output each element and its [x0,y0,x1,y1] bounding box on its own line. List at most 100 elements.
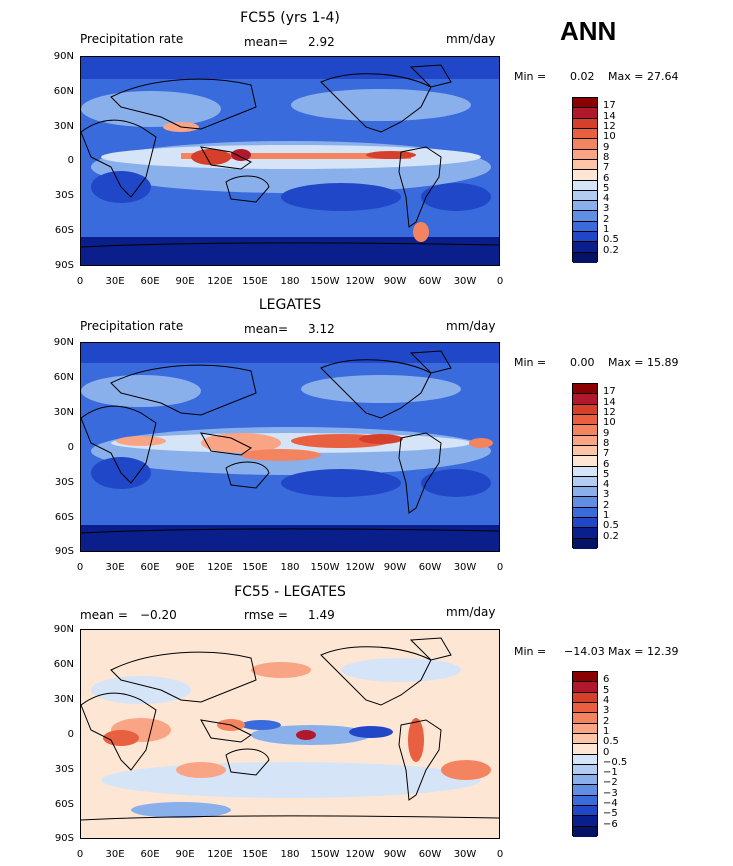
lon-tick: 90E [175,276,195,287]
colorbar-label: −3 [603,787,618,799]
lon-tick: 30W [453,562,477,573]
colorbar-swatch [573,425,597,436]
colorbar-label: 0.2 [603,530,619,542]
colorbar-label: 8 [603,151,610,163]
mean-value: 2.92 [308,35,335,49]
lon-tick: 120W [345,562,375,573]
colorbar-swatch [573,149,597,160]
precip-map [80,56,500,266]
rmse-value: 1.49 [308,608,335,622]
lat-tick: 30S [54,764,74,775]
lon-tick: 180 [280,276,300,287]
lat-tick: 0 [67,155,74,166]
colorbar-swatch [573,221,597,233]
colorbar-label: 6 [603,458,610,470]
colorbar-swatch [573,180,597,191]
colorbar-swatch [573,713,597,724]
lon-tick: 180 [280,562,300,573]
colorbar-swatch [573,744,597,755]
colorbar-label: 4 [603,479,610,491]
max-value: 12.39 [647,645,679,658]
colorbar-swatch [573,170,597,181]
lat-tick: 0 [67,729,74,740]
colorbar-swatch [573,242,597,253]
max-value: 27.64 [647,70,679,83]
colorbar-label: −1 [603,767,618,779]
lon-tick: 180 [280,849,300,860]
variable-label: Precipitation rate [80,32,184,46]
min-value: −14.03 [564,645,605,658]
lon-tick: 30E [105,276,125,287]
colorbar-label: 9 [603,427,610,439]
lat-tick: 30S [54,477,74,488]
colorbar-label: 10 [603,131,616,143]
colorbar-swatch [573,456,597,467]
colorbar-swatch [573,394,597,405]
mean-label: mean= [244,322,289,336]
colorbar-label: 0.5 [603,736,619,748]
colorbar-label: 5 [603,182,610,194]
lon-tick: 90E [175,849,195,860]
lat-tick: 60N [53,659,74,670]
colorbar-swatch [573,404,597,415]
lon-tick: 150E [242,276,268,287]
lon-tick: 90W [383,276,407,287]
panel-title: FC55 - LEGATES [234,584,346,600]
lon-tick: 120E [207,276,233,287]
colorbar-swatch [573,528,597,539]
units-label: mm/day [446,32,496,46]
colorbar-swatch [573,723,597,734]
colorbar-swatch [573,384,597,395]
colorbar-label: −2 [603,777,618,789]
lon-tick: 0 [76,276,84,287]
lat-tick: 60N [53,372,74,383]
lon-tick: 120W [345,849,375,860]
colorbar-swatch [573,98,597,109]
colorbar-swatch [573,754,597,765]
colorbar-swatch [573,252,597,263]
lon-tick: 120E [207,849,233,860]
colorbar-swatch [573,201,597,212]
colorbar-label: 6 [603,172,610,184]
colorbar-label: 3 [603,705,610,717]
lon-tick: 150W [310,276,340,287]
colorbar-swatch [573,702,597,714]
lon-tick: 90W [383,562,407,573]
colorbar-label: 0 [603,746,610,758]
colorbar-swatch [573,682,597,693]
colorbar-label: 1 [603,725,610,737]
lon-tick: 150W [310,849,340,860]
rmse-label: rmse = [244,608,288,622]
lon-tick: 0 [496,849,504,860]
lon-tick: 0 [76,849,84,860]
colorbar-label: −6 [603,818,618,830]
colorbar-swatch [573,139,597,150]
lon-tick: 90E [175,562,195,573]
lon-tick: 150E [242,562,268,573]
colorbar-label: 14 [603,396,616,408]
colorbar-label: 3 [603,203,610,215]
colorbar-label: 17 [603,100,616,112]
lat-tick: 60S [54,512,74,523]
colorbar-swatch [573,733,597,745]
colorbar-label: 1 [603,224,610,236]
lat-tick: 30N [53,121,74,132]
lat-tick: 30S [54,190,74,201]
lon-tick: 30W [453,849,477,860]
min-label: Min = [514,645,547,658]
colorbar-swatch [573,775,597,786]
lon-tick: 30E [105,849,125,860]
colorbar-label: 5 [603,468,610,480]
lon-tick: 150W [310,562,340,573]
mean-label: mean= [244,35,289,49]
max-label: Max = [608,645,644,658]
colorbar-swatch [573,211,597,222]
colorbar-swatch [573,518,597,529]
colorbar-swatch [573,466,597,477]
mean-value: 3.12 [308,322,335,336]
colorbar-label: −4 [603,798,618,810]
colorbar-label: 8 [603,437,610,449]
lat-tick: 90N [53,337,74,348]
lon-tick: 0 [496,276,504,287]
colorbar-label: 12 [603,120,616,132]
